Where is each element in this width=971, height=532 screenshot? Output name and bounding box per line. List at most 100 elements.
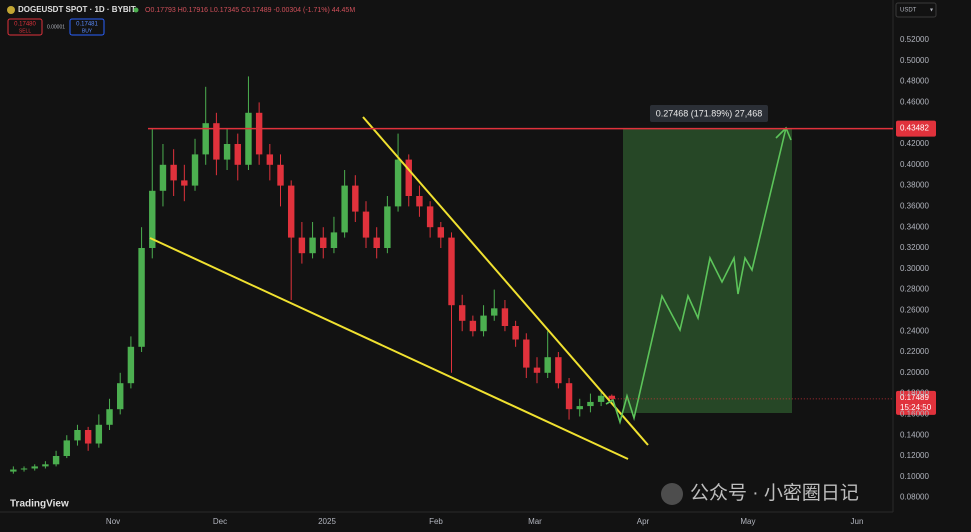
symbol-icon	[7, 6, 15, 14]
watermark: 公众号 · 小密圈日记	[690, 482, 859, 504]
candle-body	[405, 159, 412, 196]
currency-caret: ▾	[930, 8, 933, 14]
candle-body	[138, 247, 145, 347]
x-tick-label: 2025	[318, 517, 336, 526]
y-tick-label: 0.24000	[900, 326, 929, 335]
price-line-tag	[896, 120, 936, 137]
candle-body	[512, 325, 519, 340]
y-tick-label: 0.08000	[900, 493, 929, 502]
candle-body	[298, 237, 306, 254]
candle-body	[245, 112, 252, 165]
buy-label: BUY	[82, 28, 93, 34]
buy-price: 0.17481	[76, 22, 98, 28]
candle-body	[608, 395, 616, 399]
y-tick-label: 0.14000	[900, 430, 929, 439]
y-tick-label: 0.40000	[900, 160, 929, 169]
candle-body	[202, 123, 209, 155]
currency-select[interactable]	[895, 2, 937, 18]
candle-body	[384, 206, 391, 248]
candle-body	[223, 143, 231, 160]
y-tick-label: 0.34000	[900, 222, 929, 231]
candle-body	[170, 164, 177, 181]
candle-body	[106, 409, 113, 425]
market-status	[133, 7, 139, 13]
lower-trendline	[149, 237, 629, 460]
x-tick-label: Feb	[429, 517, 443, 526]
x-tick-label: Dec	[213, 517, 227, 526]
candle-body	[597, 395, 605, 402]
candle-body	[31, 466, 38, 469]
y-tick-label: 0.36000	[900, 202, 929, 211]
y-tick-label: 0.20000	[900, 368, 929, 377]
x-tick-label: Jun	[851, 517, 864, 526]
candle-body	[63, 440, 70, 456]
price-line-label: 0.43482	[900, 124, 929, 133]
sell-price: 0.17480	[14, 22, 36, 28]
buy-button[interactable]	[69, 18, 105, 36]
candle-body	[213, 123, 220, 160]
y-tick-label: 0.12000	[900, 451, 929, 460]
ohlc: O0.17793 H0.17916 L0.17345 C0.17489 -0.0…	[145, 7, 355, 14]
candle-body	[565, 383, 573, 410]
candle-body	[95, 424, 103, 444]
candle-body	[10, 469, 17, 472]
candle-body	[544, 357, 551, 373]
candle-body	[362, 211, 370, 238]
candle-body	[394, 159, 402, 207]
y-tick-label: 0.26000	[900, 306, 929, 315]
sell-button[interactable]	[7, 18, 43, 36]
spread: 0.00001	[47, 24, 65, 30]
x-tick-label: Nov	[106, 517, 120, 526]
candle-body	[587, 401, 594, 407]
watermark-icon	[661, 483, 683, 505]
candle-body	[352, 185, 359, 212]
y-tick-label: 0.16000	[900, 410, 929, 419]
candle-body	[159, 164, 167, 191]
candle-body	[458, 305, 466, 321]
candle-body	[149, 190, 156, 248]
candle-body	[287, 185, 295, 238]
y-tick-label: 0.38000	[900, 181, 929, 190]
candle-body	[533, 367, 541, 373]
candle-body	[266, 154, 274, 165]
y-tick-label: 0.50000	[900, 56, 929, 65]
last-price-tag	[896, 390, 936, 415]
candle-body	[373, 237, 380, 248]
logo: TradingView	[10, 499, 69, 510]
symbol: DOGEUSDT SPOT · 1D · BYBIT	[18, 5, 136, 14]
candle-body	[42, 464, 49, 467]
y-tick-label: 0.42000	[900, 139, 929, 148]
candle-body	[576, 406, 583, 410]
y-tick-label: 0.52000	[900, 35, 929, 44]
candle-body	[84, 429, 92, 444]
candle-body	[523, 339, 530, 368]
y-tick-label: 0.10000	[900, 472, 929, 481]
x-tick-label: Mar	[528, 517, 542, 526]
candle-body	[491, 308, 498, 316]
candle-body	[127, 346, 135, 384]
candle-body	[234, 143, 241, 165]
y-tick-label: 0.22000	[900, 347, 929, 356]
y-tick-label: 0.28000	[900, 285, 929, 294]
candle-body	[330, 232, 338, 248]
last-price-label: 0.17489	[900, 393, 929, 402]
candle-body	[469, 320, 477, 332]
candle-body	[52, 455, 60, 465]
candles	[10, 76, 616, 474]
y-tick-label: 0.46000	[900, 98, 929, 107]
candle-body	[191, 154, 199, 186]
candle-body	[448, 237, 455, 306]
candle-body	[480, 315, 487, 332]
candle-body	[309, 237, 316, 254]
upper-trendline	[362, 116, 649, 446]
y-tick-label: 0.48000	[900, 77, 929, 86]
candle-body	[74, 429, 81, 441]
candle-body	[426, 206, 434, 228]
y-tick-label: 0.18000	[900, 389, 929, 398]
candle-body	[117, 383, 124, 410]
candle-body	[501, 308, 509, 326]
sell-label: SELL	[19, 28, 31, 34]
measure-box	[650, 105, 768, 122]
